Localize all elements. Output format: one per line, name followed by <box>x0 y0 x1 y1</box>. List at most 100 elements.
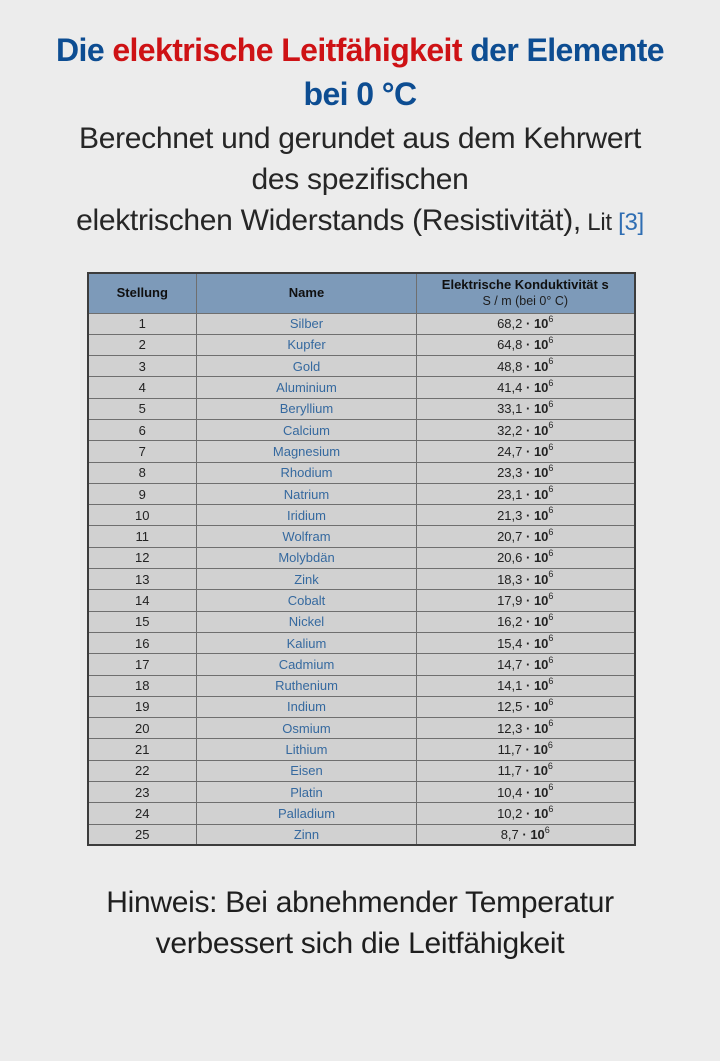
cell-name: Palladium <box>196 802 417 825</box>
header-conductivity-line1: Elektrische Konduktivität s <box>441 277 609 293</box>
value-exponent: 6 <box>548 399 554 409</box>
table-row: 13 Zink 18,3 · 106 <box>87 568 635 591</box>
value-exponent: 6 <box>547 761 553 772</box>
cell-position: 11 <box>87 525 197 548</box>
value-multiplier: · 10 <box>521 763 548 779</box>
cell-name: Calcium <box>196 418 417 442</box>
cell-position: 6 <box>87 418 197 442</box>
element-link[interactable]: Gold <box>292 358 321 374</box>
cell-position: 20 <box>87 717 197 740</box>
value-mantissa: 11,7 <box>497 742 522 758</box>
table-row: 2 Kupfer 64,8 · 106 <box>87 333 635 357</box>
title-part-blue-1: Die <box>56 32 113 68</box>
value-multiplier: · 10 <box>522 550 549 566</box>
value-exponent: 6 <box>548 335 554 346</box>
literature-label: Lit <box>580 209 619 236</box>
table-row: 16 Kalium 15,4 · 106 <box>87 631 635 655</box>
value-mantissa: 32,2 <box>497 422 523 438</box>
cell-position: 9 <box>87 482 197 506</box>
cell-position: 17 <box>87 653 197 676</box>
cell-value: 14,1 · 106 <box>416 674 635 697</box>
value-multiplier: · 10 <box>522 486 549 502</box>
cell-name: Cadmium <box>196 653 417 676</box>
table-body: 1 Silber 68,2 · 106 2 Kupfer 64,8 · 106 … <box>87 312 635 846</box>
element-link[interactable]: Platin <box>290 784 323 800</box>
value-multiplier: · 10 <box>522 614 549 630</box>
element-link[interactable]: Iridium <box>286 507 326 523</box>
value-mantissa: 12,3 <box>497 720 523 736</box>
table-row: 17 Cadmium 14,7 · 106 <box>87 653 635 676</box>
cell-position: 7 <box>87 440 197 463</box>
title-part-blue-2: der Elemente <box>461 32 664 68</box>
value-multiplier: · 10 <box>522 380 549 396</box>
cell-value: 12,3 · 106 <box>416 717 635 740</box>
subtitle-line-3: elektrischen Widerstands (Resistivität), <box>76 204 581 237</box>
cell-name: Beryllium <box>196 397 417 420</box>
element-link[interactable]: Rhodium <box>280 465 333 481</box>
element-link[interactable]: Magnesium <box>272 443 341 459</box>
title-part-red: elektrische Leitfähigkeit <box>112 32 462 68</box>
cell-name: Indium <box>196 695 417 719</box>
element-link[interactable]: Kupfer <box>287 337 326 353</box>
element-link[interactable]: Molybdän <box>278 550 335 566</box>
cell-name: Zink <box>196 568 417 591</box>
value-multiplier: · 10 <box>522 720 549 736</box>
element-link[interactable]: Silber <box>289 316 324 332</box>
element-link[interactable]: Cobalt <box>287 593 326 608</box>
element-link[interactable]: Aluminium <box>276 380 337 396</box>
table-row: 21 Lithium 11,7 · 106 <box>87 738 635 761</box>
cell-value: 14,7 · 106 <box>416 653 635 676</box>
element-link[interactable]: Calcium <box>283 422 330 438</box>
value-exponent: 6 <box>547 739 553 750</box>
value-exponent: 6 <box>548 548 554 559</box>
table-row: 3 Gold 48,8 · 106 <box>87 355 635 378</box>
element-link[interactable]: Palladium <box>277 805 336 821</box>
table-row: 4 Aluminium 41,4 · 106 <box>87 376 635 399</box>
footer-note: Hinweis: Bei abnehmender Temperatur verb… <box>0 882 720 964</box>
element-link[interactable]: Wolfram <box>282 529 331 545</box>
cell-name: Ruthenium <box>196 674 417 697</box>
element-link[interactable]: Beryllium <box>279 401 334 417</box>
cell-name: Osmium <box>196 717 417 740</box>
element-link[interactable]: Indium <box>286 699 327 715</box>
cell-position: 10 <box>87 504 197 527</box>
element-link[interactable]: Osmium <box>282 720 331 736</box>
element-link[interactable]: Ruthenium <box>275 678 338 694</box>
value-mantissa: 12,5 <box>497 699 523 715</box>
cell-value: 21,3 · 106 <box>416 504 635 527</box>
value-mantissa: 24,7 <box>497 443 523 459</box>
cell-value: 33,1 · 106 <box>416 397 635 420</box>
table-row: 23 Platin 10,4 · 106 <box>87 781 635 804</box>
element-link[interactable]: Nickel <box>288 614 325 630</box>
value-exponent: 6 <box>548 462 554 473</box>
table-row: 5 Beryllium 33,1 · 106 <box>87 397 635 420</box>
element-link[interactable]: Cadmium <box>278 656 335 672</box>
element-link[interactable]: Natrium <box>283 486 330 502</box>
value-mantissa: 15,4 <box>497 635 523 651</box>
cell-value: 11,7 · 106 <box>416 738 635 761</box>
note-line-2: verbessert sich die Leitfähigkeit <box>155 927 565 961</box>
element-link[interactable]: Zink <box>294 571 319 587</box>
value-exponent: 6 <box>548 377 554 388</box>
cell-value: 11,7 · 106 <box>416 759 635 783</box>
cell-name: Eisen <box>196 759 417 783</box>
cell-position: 21 <box>87 738 197 761</box>
cell-value: 8,7 · 106 <box>416 823 635 846</box>
subtitle-line-1: Berechnet und gerundet aus dem Kehrwert <box>79 122 641 155</box>
value-exponent: 6 <box>544 824 550 835</box>
cell-value: 16,2 · 106 <box>416 610 635 633</box>
element-link[interactable]: Lithium <box>285 742 328 758</box>
element-link[interactable]: Zinn <box>293 827 320 843</box>
value-mantissa: 20,6 <box>497 550 523 566</box>
value-exponent: 6 <box>548 356 554 367</box>
value-mantissa: 14,7 <box>497 656 523 672</box>
literature-reference-link[interactable]: [3] <box>618 209 644 236</box>
page-title: Die elektrische Leitfähigkeit der Elemen… <box>0 28 720 116</box>
table-row: 25 Zinn 8,7 · 106 <box>87 823 635 846</box>
value-exponent: 6 <box>548 675 554 686</box>
value-mantissa: 16,2 <box>497 614 523 630</box>
value-mantissa: 17,9 <box>497 593 523 608</box>
element-link[interactable]: Eisen <box>290 763 323 779</box>
element-link[interactable]: Kalium <box>286 635 327 651</box>
value-exponent: 6 <box>548 590 554 601</box>
